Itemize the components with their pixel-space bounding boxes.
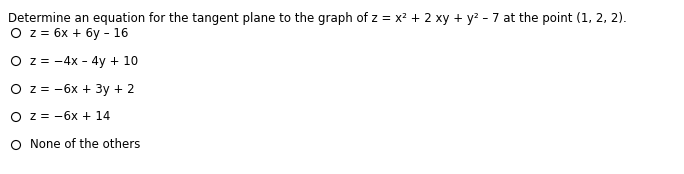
Text: z = −4x – 4y + 10: z = −4x – 4y + 10 <box>30 54 138 68</box>
Text: z = −6x + 14: z = −6x + 14 <box>30 110 110 124</box>
Text: z = −6x + 3y + 2: z = −6x + 3y + 2 <box>30 82 135 96</box>
Text: z = 6x + 6y – 16: z = 6x + 6y – 16 <box>30 26 129 39</box>
Text: None of the others: None of the others <box>30 139 140 152</box>
Text: Determine an equation for the tangent plane to the graph of z = x² + 2 xy + y² –: Determine an equation for the tangent pl… <box>8 12 627 25</box>
